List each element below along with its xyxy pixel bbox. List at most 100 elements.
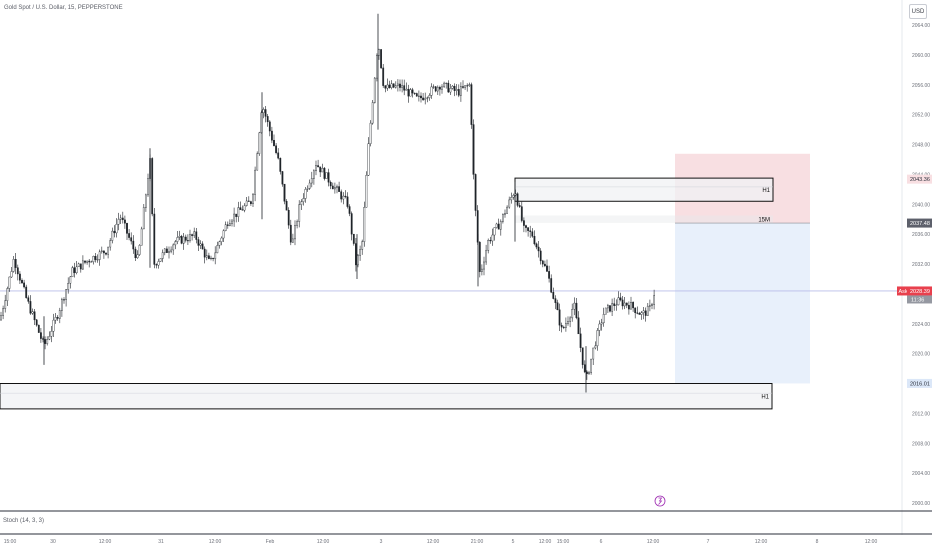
symbol-title[interactable]: Gold Spot / U.S. Dollar, 15, PEPPERSTONE (4, 5, 123, 11)
candle (302, 198, 305, 202)
candle (102, 250, 105, 254)
candle (533, 236, 536, 245)
price-tick-label: 2000.00 (912, 501, 930, 507)
candle (512, 195, 515, 198)
candle (466, 85, 469, 87)
candle (210, 257, 212, 259)
candle (355, 243, 357, 266)
candle (226, 224, 229, 226)
candle (48, 336, 51, 340)
candle (628, 305, 630, 310)
candle (615, 304, 618, 306)
candle (25, 286, 28, 298)
candle (178, 236, 181, 238)
candle (625, 302, 628, 306)
candle (37, 324, 40, 333)
candle (235, 213, 238, 217)
candle (292, 238, 294, 243)
candle (161, 252, 164, 259)
candle (277, 152, 280, 159)
price-tick-label: 2052.00 (912, 113, 930, 119)
candle (558, 309, 561, 326)
candles-layer (0, 13, 656, 393)
price-tick-label: 2012.00 (912, 411, 930, 417)
candle (207, 255, 210, 259)
candle (189, 234, 191, 241)
candle (268, 121, 271, 132)
candle (401, 85, 403, 88)
candle (535, 243, 538, 248)
candle (111, 230, 114, 241)
candle (21, 280, 23, 284)
time-tick-label: 15:00 (4, 539, 17, 545)
time-tick-label: 12:00 (317, 539, 330, 545)
candle (523, 220, 525, 226)
candle (577, 317, 580, 335)
candle (621, 299, 624, 307)
candle (380, 49, 382, 69)
time-axis[interactable]: 15:00 30 12:00 31 12:00 Feb 12:00 3 12:00 21:00 5 1… (4, 539, 878, 545)
stochastic-indicator-label[interactable]: Stoch (14, 3, 3) (3, 518, 45, 524)
candle (155, 264, 158, 266)
candle (340, 191, 343, 200)
currency-button[interactable]: USD (909, 4, 927, 19)
candle (279, 157, 282, 172)
candle (42, 338, 44, 340)
candle (485, 250, 487, 263)
candle (462, 86, 464, 88)
candle (256, 153, 259, 171)
candle (63, 299, 65, 301)
candle (495, 223, 498, 228)
take-profit-zone[interactable] (675, 223, 810, 384)
candle (651, 304, 653, 306)
candle (184, 236, 187, 241)
candle (346, 196, 349, 207)
candle (329, 182, 332, 187)
candle (560, 324, 563, 328)
candle (233, 213, 235, 222)
candle (407, 88, 410, 97)
price-tick-label: 2032.00 (912, 262, 930, 268)
price-axis[interactable]: 2064.002060.002056.002052.002048.002044.… (912, 23, 930, 507)
candle (138, 245, 141, 255)
candle (394, 85, 397, 88)
candle (474, 174, 477, 211)
candle (94, 256, 97, 260)
candle (508, 199, 511, 208)
candle (264, 109, 267, 117)
time-tick-label: 12:00 (647, 539, 660, 545)
candle (165, 248, 168, 253)
candle (644, 310, 647, 316)
event-marker-icon[interactable] (654, 495, 666, 507)
candle (71, 267, 74, 278)
candle (271, 130, 273, 141)
candle (569, 317, 572, 322)
candle (594, 345, 597, 349)
candle (126, 223, 128, 234)
price-tick-label: 2048.00 (912, 143, 930, 149)
candle (365, 174, 368, 208)
candle (546, 265, 548, 272)
candle (384, 85, 387, 89)
candle (180, 236, 183, 244)
candle (600, 322, 603, 325)
candle (457, 89, 460, 96)
price-tick-label: 2036.00 (912, 232, 930, 238)
candle (411, 89, 414, 94)
candle (483, 261, 485, 270)
candle (67, 283, 70, 290)
candle (502, 213, 504, 222)
candle (31, 311, 34, 314)
candle (376, 55, 378, 79)
candle (430, 86, 433, 96)
price-tick-label: 2040.00 (912, 202, 930, 208)
candle (439, 86, 441, 90)
candle (573, 302, 576, 310)
candle (100, 250, 103, 253)
candle (90, 261, 93, 263)
candle (361, 241, 364, 250)
candle (640, 312, 643, 315)
candle (212, 257, 214, 260)
candle (550, 278, 553, 293)
